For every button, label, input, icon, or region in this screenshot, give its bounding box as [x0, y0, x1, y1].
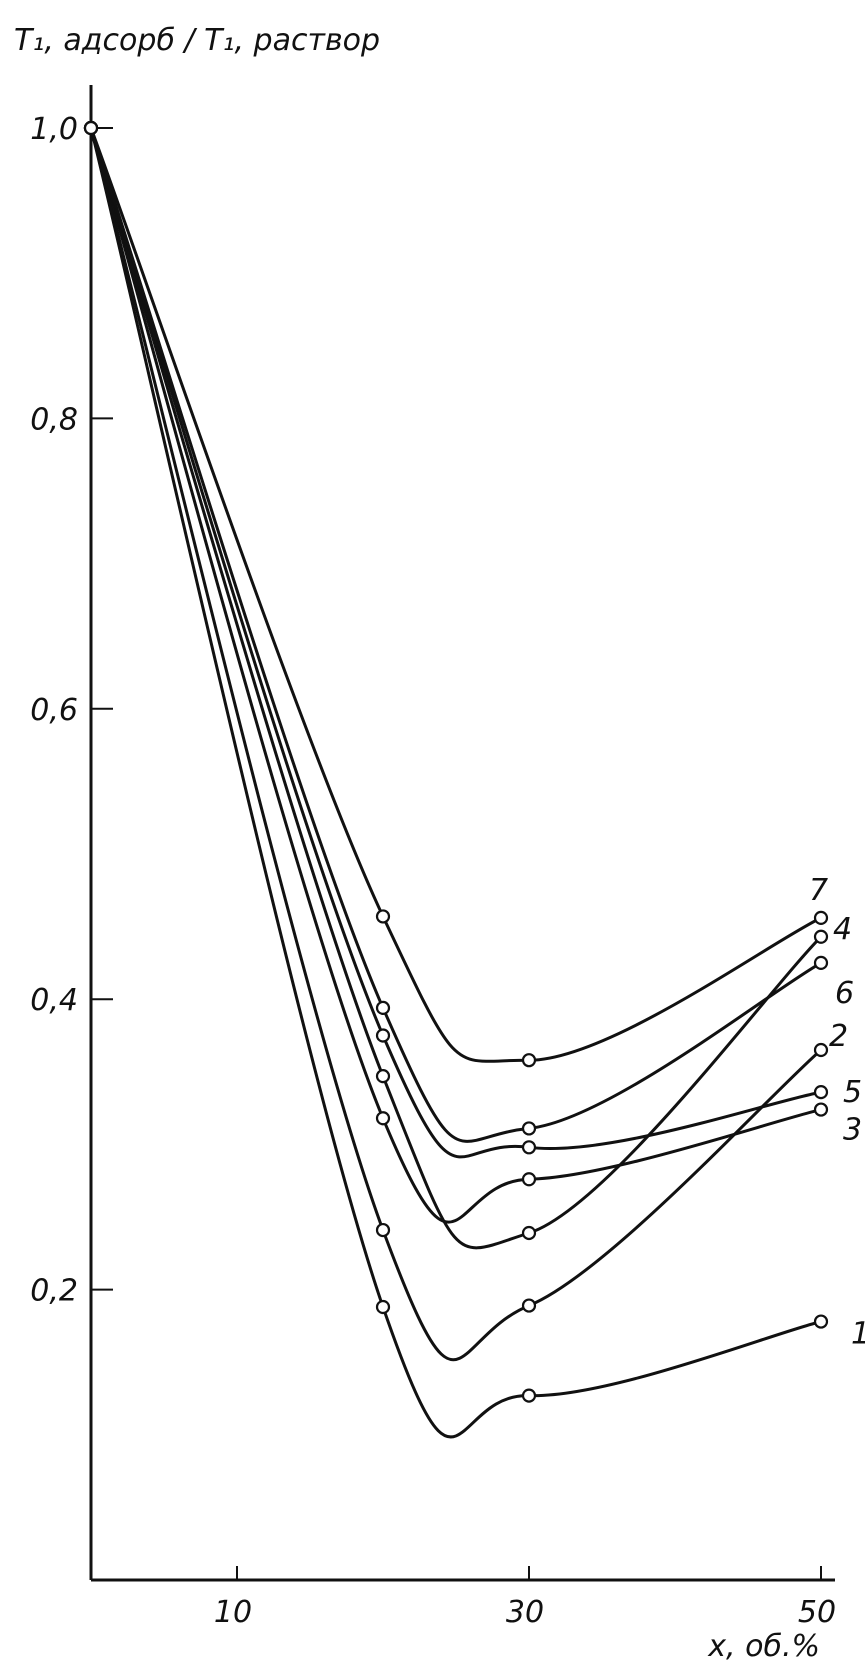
data-point: [375, 1069, 391, 1084]
x-ticks: 10 30 50: [214, 1566, 836, 1630]
x-tick-label: 10: [214, 1595, 252, 1630]
series-label-4: 4: [833, 912, 852, 947]
series-label-3: 3: [843, 1113, 862, 1148]
series-label-5: 5: [843, 1075, 862, 1110]
series-line-4: [89, 126, 823, 1250]
data-point: [521, 1172, 537, 1187]
y-tick-label: 1,0: [30, 112, 78, 147]
data-point: [375, 1299, 391, 1315]
series-label-1: 1: [851, 1317, 865, 1352]
data-point: [813, 910, 829, 925]
data-point: [375, 1222, 391, 1238]
data-point: [375, 1000, 391, 1016]
data-point: [813, 929, 829, 944]
y-tick-label: 0,8: [30, 402, 78, 437]
series-line-1: [89, 126, 823, 1439]
series-line-3: [89, 126, 823, 1224]
data-point: [521, 1388, 537, 1403]
series-line-7: [89, 126, 823, 1063]
y-tick-label: 0,2: [30, 1274, 78, 1309]
data-point: [375, 909, 391, 924]
x-axis-label: x, об.%: [707, 1629, 820, 1664]
series-label-6: 6: [835, 976, 854, 1011]
data-point: [813, 1085, 829, 1100]
series-label-7: 7: [809, 873, 828, 908]
y-ticks: 0,2 0,4 0,6 0,8 1,0: [30, 112, 113, 1309]
x-tick-label: 50: [798, 1595, 836, 1630]
series-line-2: [89, 126, 823, 1362]
x-tick-label: 30: [506, 1595, 544, 1630]
y-tick-label: 0,4: [30, 983, 78, 1018]
y-axis-label: T₁, адсорб / T₁, раствор: [14, 23, 380, 58]
data-point: [375, 1111, 391, 1126]
data-point: [521, 1121, 537, 1136]
data-point: [813, 955, 829, 971]
data-point: [813, 1314, 829, 1329]
data-point: [375, 1028, 391, 1043]
data-point: [813, 1102, 829, 1117]
data-point: [83, 120, 99, 136]
series-line-5: [89, 126, 823, 1159]
data-point: [521, 1298, 537, 1313]
series-line-6: [89, 126, 823, 1143]
data-point: [521, 1053, 537, 1068]
series-label-2: 2: [829, 1019, 848, 1054]
series-group: 1 2 3 4 5 6 7: [83, 120, 865, 1439]
y-tick-label: 0,6: [30, 693, 78, 728]
data-point: [521, 1140, 537, 1155]
data-point: [813, 1042, 829, 1058]
data-point: [521, 1225, 537, 1241]
